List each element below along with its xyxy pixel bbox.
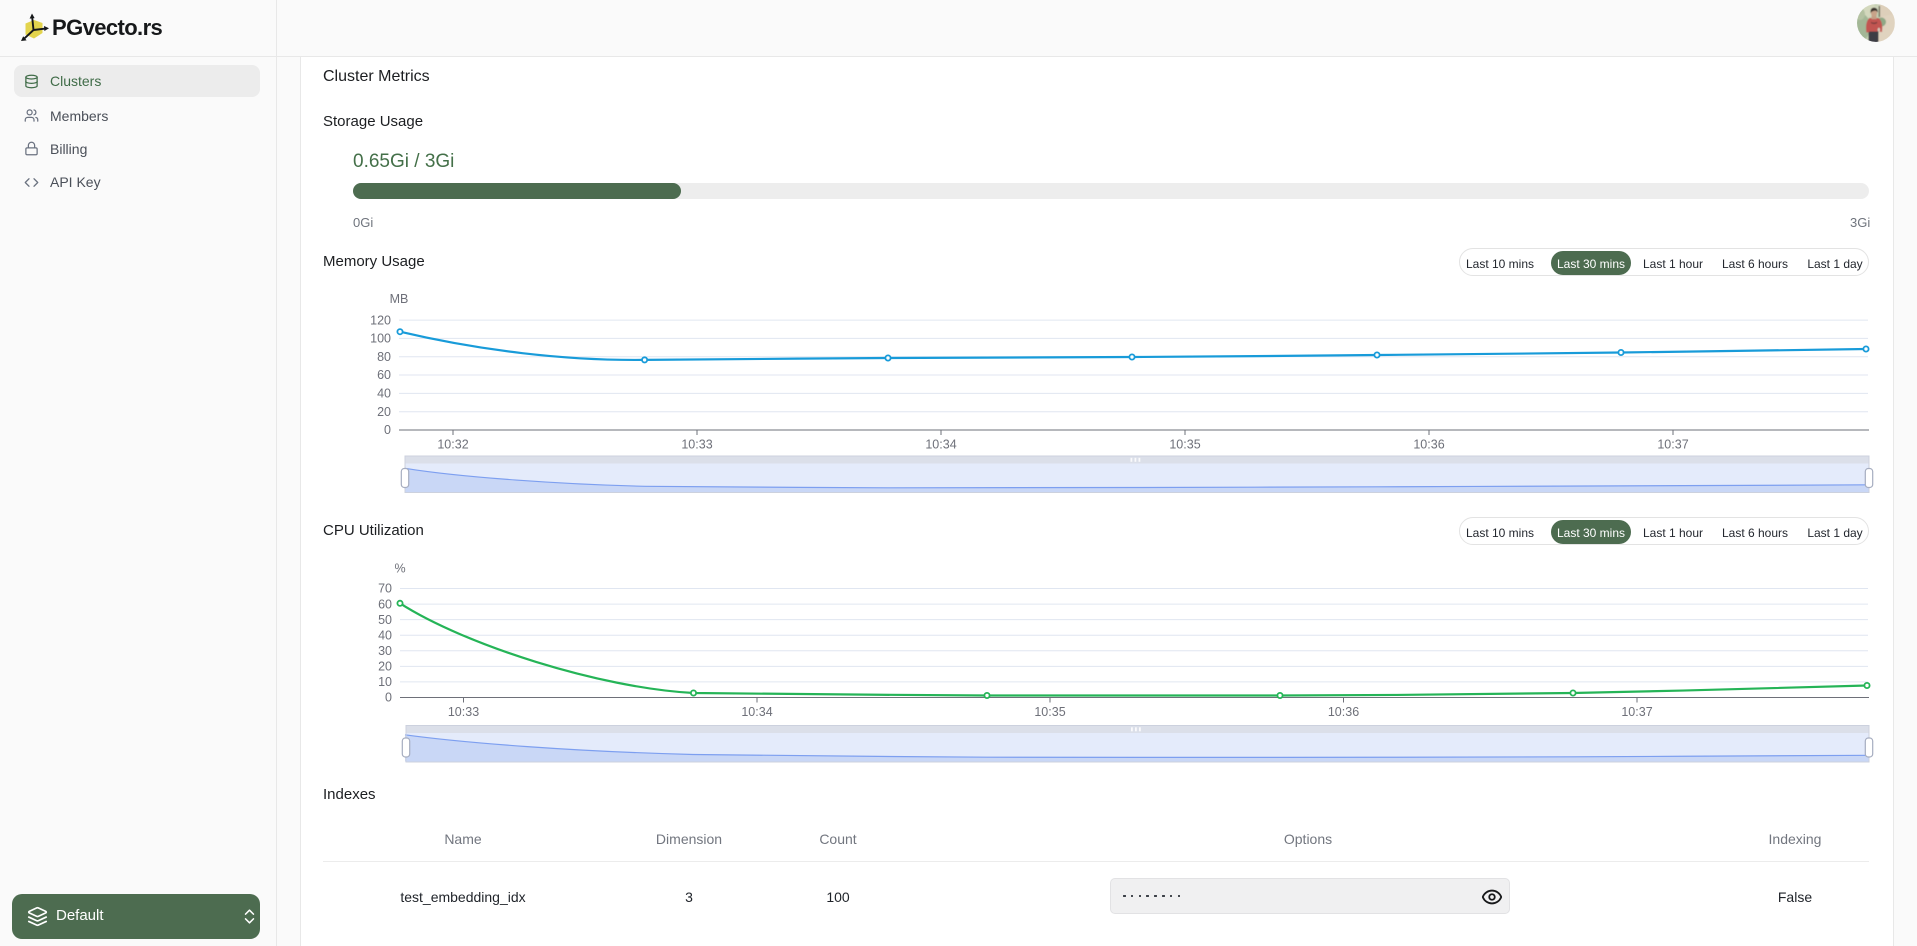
svg-text:60: 60 <box>378 597 392 611</box>
svg-text:%: % <box>394 562 405 576</box>
svg-text:10:36: 10:36 <box>1413 438 1444 452</box>
svg-text:10:32: 10:32 <box>437 438 468 452</box>
svg-text:80: 80 <box>377 350 391 364</box>
svg-text:60: 60 <box>377 368 391 382</box>
svg-text:30: 30 <box>378 644 392 658</box>
svg-text:20: 20 <box>377 405 391 419</box>
svg-text:10:37: 10:37 <box>1621 705 1652 719</box>
svg-text:MB: MB <box>390 292 409 306</box>
svg-text:50: 50 <box>378 613 392 627</box>
svg-text:40: 40 <box>378 628 392 642</box>
svg-text:0: 0 <box>385 691 392 705</box>
svg-text:0: 0 <box>384 423 391 437</box>
svg-text:10:33: 10:33 <box>681 438 712 452</box>
svg-text:10:35: 10:35 <box>1169 438 1200 452</box>
svg-text:70: 70 <box>378 582 392 596</box>
svg-text:10:36: 10:36 <box>1328 705 1359 719</box>
svg-text:40: 40 <box>377 387 391 401</box>
svg-text:100: 100 <box>370 332 391 346</box>
svg-text:10:37: 10:37 <box>1657 438 1688 452</box>
svg-text:20: 20 <box>378 660 392 674</box>
svg-text:10:34: 10:34 <box>741 705 772 719</box>
svg-text:10:35: 10:35 <box>1034 705 1065 719</box>
svg-text:10: 10 <box>378 675 392 689</box>
svg-text:10:33: 10:33 <box>448 705 479 719</box>
svg-text:120: 120 <box>370 313 391 327</box>
svg-text:10:34: 10:34 <box>925 438 956 452</box>
